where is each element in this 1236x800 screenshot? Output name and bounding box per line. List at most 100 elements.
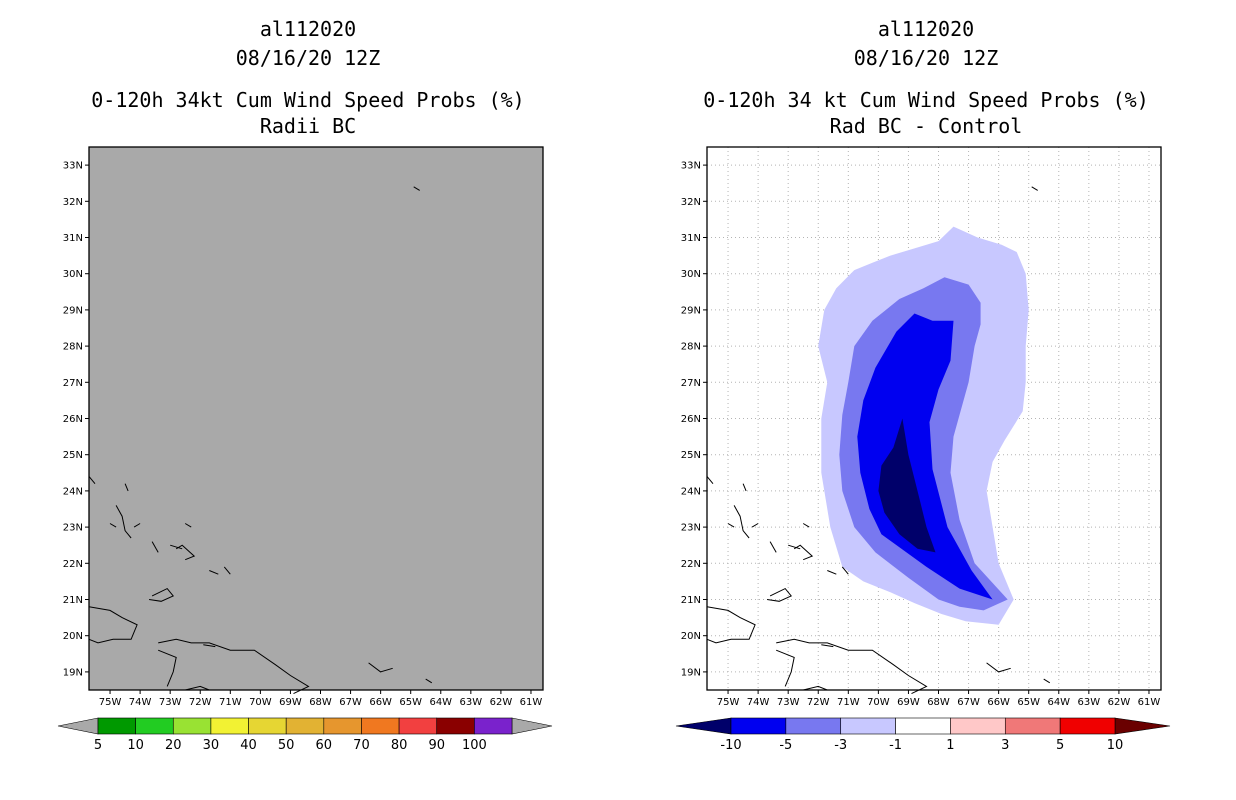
coastline (706, 476, 714, 485)
coastline (368, 662, 393, 673)
y-tick-label: 30N (63, 269, 83, 280)
y-tick-label: 25N (63, 450, 83, 461)
colorbar-label: 60 (316, 738, 333, 753)
y-tick-label: 23N (681, 523, 701, 534)
coastline (1043, 678, 1051, 684)
x-tick-label: 68W (309, 697, 332, 708)
x-tick-label: 71W (219, 697, 242, 708)
colorbar-label: 10 (1107, 738, 1124, 753)
colorbar-label: 3 (1001, 738, 1009, 753)
coastline (185, 685, 210, 691)
y-tick-label: 24N (681, 486, 701, 497)
y-tick-label: 20N (63, 631, 83, 642)
colorbar-label: 80 (391, 738, 408, 753)
coastline (742, 483, 747, 492)
x-tick-label: 74W (747, 697, 770, 708)
coastline (986, 662, 1011, 673)
y-tick-label: 19N (681, 667, 701, 678)
y-tick-label: 31N (681, 233, 701, 244)
x-tick-label: 62W (1108, 697, 1131, 708)
y-tick-label: 23N (63, 523, 83, 534)
y-tick-label: 30N (681, 269, 701, 280)
y-tick-label: 29N (681, 305, 701, 316)
coastline (158, 638, 310, 695)
coastline (841, 566, 849, 575)
x-tick-label: 66W (987, 697, 1010, 708)
colorbar-swatch (172, 717, 212, 735)
coastline (1031, 186, 1038, 191)
y-tick-label: 21N (63, 595, 83, 606)
x-tick-label: 65W (399, 697, 422, 708)
colorbar-label: -5 (779, 738, 792, 753)
left-title-date: 08/16/20 12Z (235, 46, 381, 70)
colorbar-low-arrow (675, 717, 732, 735)
left-panel-title: al112020 08/16/20 12Z 0-120h 34kt Cum Wi… (58, 18, 558, 144)
coastline (821, 644, 834, 648)
left-map-panel: 19N 20N 21N 22N 23N 24N 25N 26N 27N 28N 29N 30N 31N 3… (57, 146, 553, 753)
coastline (803, 685, 828, 691)
coastline (776, 649, 795, 687)
y-tick-label: 26N (63, 414, 83, 425)
coastline (175, 544, 196, 561)
y-tick-label: 24N (63, 486, 83, 497)
colorbar-swatch (323, 717, 362, 735)
colorbar-swatch (474, 717, 513, 735)
colorbar-label: -3 (834, 738, 847, 753)
colorbar-label: 30 (203, 738, 220, 753)
colorbar-swatch (895, 717, 951, 735)
coastline (124, 483, 129, 492)
left-title-subtitle: Radii BC (259, 114, 357, 138)
coastline (727, 523, 735, 528)
y-tick-label: 32N (681, 197, 701, 208)
coastline (149, 587, 175, 602)
y-tick-label: 33N (681, 161, 701, 172)
y-tick-label: 20N (681, 631, 701, 642)
x-tick-label: 74W (129, 697, 152, 708)
colorbar-label: 40 (240, 738, 257, 753)
x-tick-label: 69W (279, 697, 302, 708)
coastline (209, 570, 219, 575)
x-tick-label: 64W (1047, 697, 1070, 708)
y-tick-label: 27N (681, 378, 701, 389)
coastline (151, 541, 159, 553)
colorbar-swatch (436, 717, 475, 735)
colorbar-swatch (840, 717, 896, 735)
colorbar-high-arrow (511, 717, 553, 735)
y-tick-label: 21N (681, 595, 701, 606)
colorbar-label: 5 (94, 738, 102, 753)
colorbar-swatch (1059, 717, 1116, 735)
coastline (769, 541, 777, 553)
x-tick-label: 75W (717, 697, 740, 708)
x-tick-label: 70W (867, 697, 890, 708)
coastline (827, 570, 837, 575)
right-panel-title: al112020 08/16/20 12Z 0-120h 34 kt Cum W… (676, 18, 1176, 144)
x-tick-label: 75W (99, 697, 122, 708)
x-tick-label: 72W (189, 697, 212, 708)
colorbar-swatch (398, 717, 438, 735)
coastline (109, 523, 117, 528)
colorbar-label: 1 (946, 738, 954, 753)
coastline (788, 544, 801, 550)
colorbar-swatch (135, 717, 174, 735)
y-tick-label: 31N (63, 233, 83, 244)
map-background (89, 147, 543, 690)
y-tick-label: 25N (681, 450, 701, 461)
right-title-subtitle: Rad BC - Control (829, 114, 1023, 138)
contour-region-minus5 (857, 313, 993, 600)
colorbar-label: 10 (127, 738, 144, 753)
coastline (158, 649, 177, 687)
coastline (776, 638, 928, 695)
right-title-storm-id: al112020 (877, 17, 975, 41)
x-tick-label: 64W (429, 697, 452, 708)
y-tick-label: 26N (681, 414, 701, 425)
y-tick-label: 32N (63, 197, 83, 208)
x-tick-label: 73W (159, 697, 182, 708)
colorbar-swatch (248, 717, 287, 735)
coastline (88, 606, 138, 644)
colorbar-label: -1 (889, 738, 902, 753)
coastline (802, 523, 810, 528)
colorbar-swatch (1004, 717, 1061, 735)
colorbar-label: 50 (278, 738, 295, 753)
colorbar-label: 5 (1056, 738, 1064, 753)
